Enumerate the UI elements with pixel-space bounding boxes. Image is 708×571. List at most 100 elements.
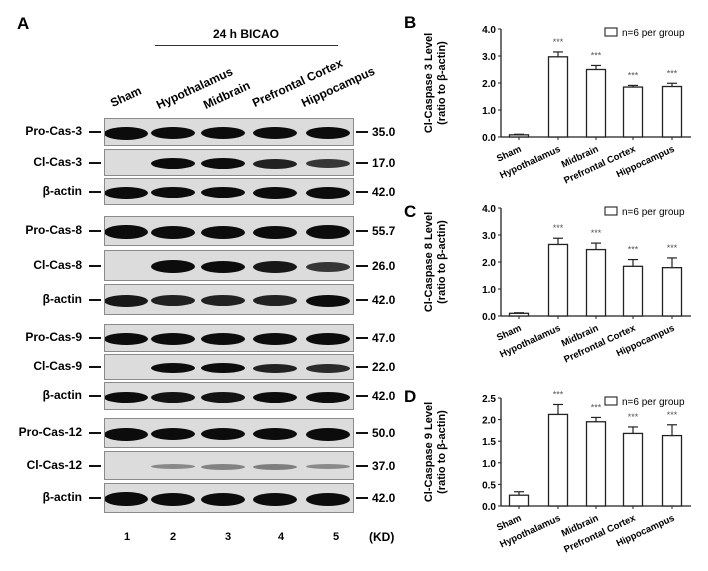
bar	[508, 134, 530, 138]
bar	[547, 243, 569, 317]
y-tick-label: 4.0	[482, 204, 496, 215]
y-tick-label: 0.5	[482, 480, 496, 491]
protein-band	[151, 363, 195, 373]
panel-d-letter: D	[404, 387, 417, 406]
marker-tick	[356, 497, 368, 499]
marker-tick	[356, 161, 368, 164]
protein-band	[306, 427, 350, 441]
marker-tick	[356, 264, 368, 267]
blot-strip	[104, 284, 354, 315]
protein-band	[151, 295, 195, 306]
protein-band	[201, 463, 245, 470]
y-tick-label: 3.0	[482, 231, 496, 242]
marker-tick	[356, 190, 368, 193]
protein-band	[306, 333, 350, 345]
marker-tick	[356, 131, 368, 133]
blot-row-label: Pro-Cas-8	[25, 223, 82, 237]
protein-band	[201, 127, 245, 139]
significance-marker: ***	[553, 223, 564, 233]
y-tick-label: 1.0	[482, 285, 496, 296]
blot-row-label: Cl-Cas-8	[33, 257, 82, 272]
protein-band	[306, 225, 350, 239]
y-axis-label: Cl-Caspase 9 Level (ratio to β-actin)	[423, 402, 448, 502]
significance-marker: ***	[667, 410, 678, 420]
protein-band	[201, 225, 245, 239]
marker-tick	[356, 230, 368, 232]
y-tick-label: 1.5	[482, 437, 496, 448]
protein-band	[201, 295, 245, 306]
bar	[585, 421, 607, 507]
bar	[508, 312, 530, 317]
significance-marker: ***	[553, 37, 564, 47]
y-tick-label: 2.0	[482, 258, 496, 269]
blot-row-label: β-actin	[42, 291, 82, 306]
significance-marker: ***	[553, 389, 564, 399]
marker-tick	[89, 190, 101, 193]
blot-strip	[104, 354, 354, 380]
significance-marker: ***	[628, 70, 639, 80]
protein-band	[151, 428, 195, 440]
y-tick-label: 0.0	[482, 502, 496, 513]
marker-tick	[89, 298, 101, 301]
chart-cl-caspase-8: Cl-Caspase 8 Level (ratio to β-actin) 0.0 1…	[423, 204, 691, 366]
bar	[508, 494, 530, 507]
marker-tick	[89, 161, 101, 164]
y-tick-label: 2.0	[482, 416, 496, 427]
molecular-weight-label: 50.0	[372, 426, 396, 440]
bar	[622, 265, 644, 317]
significance-marker: ***	[591, 402, 602, 412]
blot-row-label: Cl-Cas-12	[26, 457, 82, 472]
bar	[547, 413, 569, 507]
protein-band	[306, 127, 350, 139]
molecular-weight-label: 42.0	[372, 491, 396, 505]
y-tick-label: 2.5	[482, 394, 496, 405]
blot-strip	[104, 418, 354, 448]
chart-cl-caspase-3: Cl-Caspase 3 Level (ratio to β-actin) 0.0 1…	[423, 25, 691, 187]
y-tick-label: 3.0	[482, 52, 496, 63]
protein-band	[201, 187, 245, 198]
marker-tick	[356, 395, 368, 397]
significance-marker: ***	[667, 68, 678, 78]
molecular-weight-label: 37.0	[372, 458, 396, 473]
bar	[661, 434, 683, 507]
protein-band	[201, 492, 245, 506]
protein-band	[105, 186, 148, 199]
marker-tick	[89, 432, 101, 434]
molecular-weight-label: 42.0	[372, 184, 396, 199]
protein-band	[253, 333, 297, 345]
protein-band	[253, 127, 297, 139]
legend-label: n=6 per group	[622, 28, 685, 39]
bar	[661, 85, 683, 138]
blot-strip	[104, 451, 354, 480]
protein-band	[253, 295, 297, 306]
molecular-weight-label: 55.7	[372, 224, 396, 238]
protein-band	[151, 158, 195, 169]
protein-band	[253, 391, 297, 403]
group-title: 24 h BICAO	[213, 27, 280, 41]
protein-band	[253, 260, 297, 273]
protein-band	[253, 363, 297, 373]
protein-band	[306, 391, 350, 403]
protein-band	[105, 225, 148, 239]
protein-band	[105, 427, 148, 441]
blot-row-label: β-actin	[42, 183, 82, 198]
blot-row-label: β-actin	[42, 490, 82, 504]
protein-band	[201, 428, 245, 440]
protein-band	[151, 492, 195, 506]
molecular-weight-label: 42.0	[372, 389, 396, 403]
group-bracket-line	[155, 45, 338, 46]
protein-band	[201, 260, 245, 273]
protein-band	[306, 159, 350, 168]
bar	[585, 248, 607, 317]
lane-number: 1	[124, 531, 131, 543]
svg-text:(ratio to β-actin): (ratio to β-actin)	[436, 410, 448, 494]
protein-band	[105, 294, 148, 307]
bar	[585, 68, 607, 138]
protein-band	[253, 463, 297, 470]
protein-band	[151, 333, 195, 345]
significance-marker: ***	[667, 243, 678, 253]
marker-tick	[89, 264, 101, 267]
blot-row-label: Pro-Cas-12	[18, 425, 82, 439]
marker-tick	[356, 298, 368, 301]
lane-number: 5	[333, 531, 340, 543]
